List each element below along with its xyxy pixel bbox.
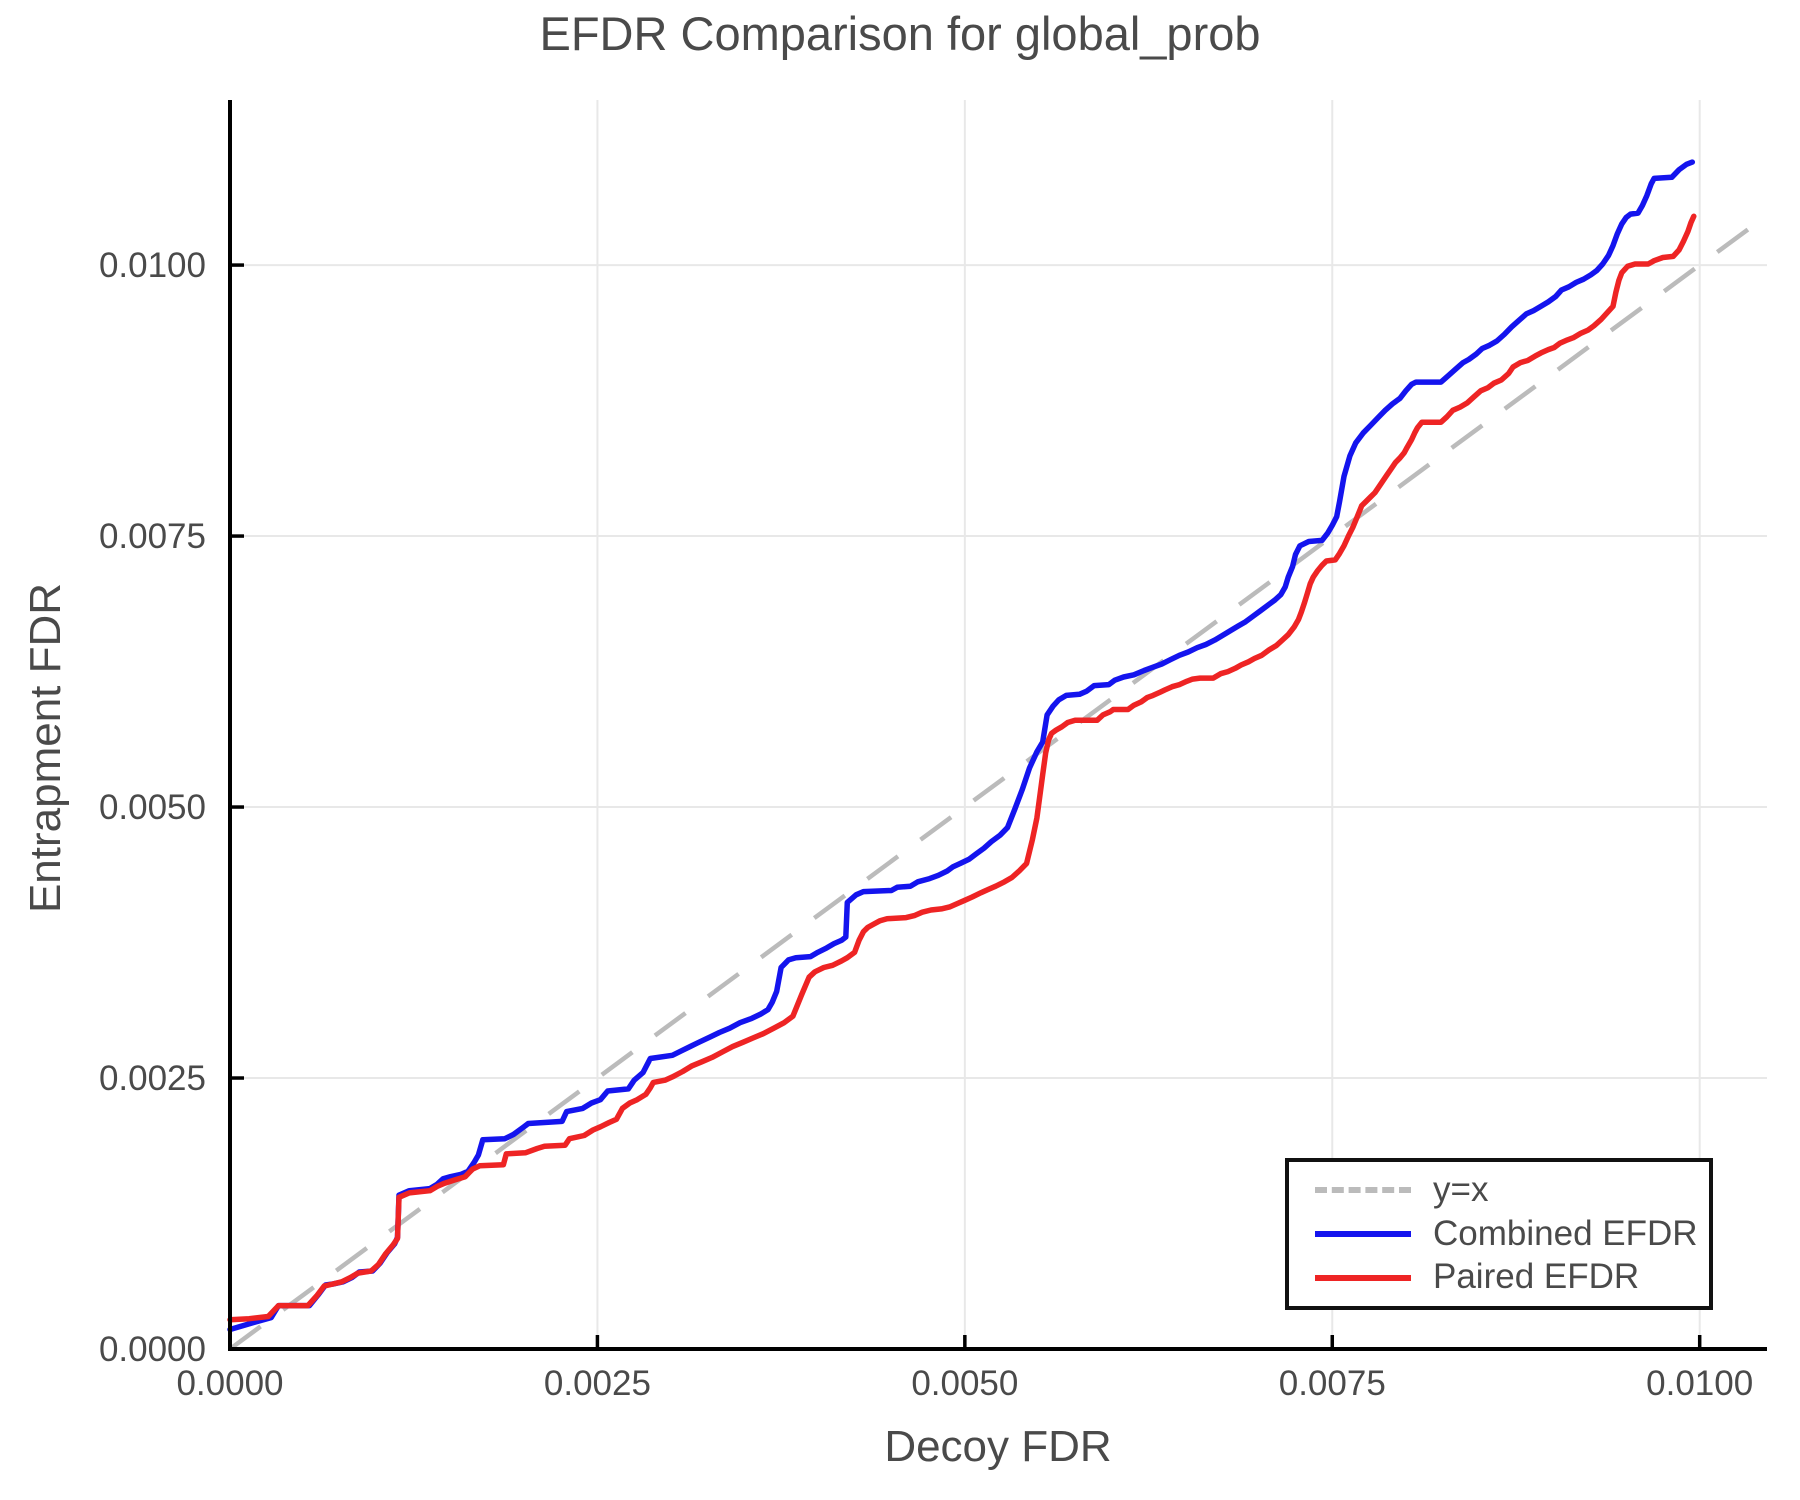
red-line-swatch <box>1315 1274 1411 1281</box>
y-tick-label: 0.0100 <box>99 246 206 285</box>
y-tick-label: 0.0000 <box>99 1330 206 1369</box>
identity-reference-line <box>228 213 1769 1351</box>
y-tick-label: 0.0050 <box>99 788 206 827</box>
dashed-line-swatch <box>1315 1187 1411 1194</box>
legend-entry-paired-efdr: Paired EFDR <box>1315 1259 1709 1296</box>
legend-label: y=x <box>1433 1169 1489 1209</box>
x-tick-label: 0.0000 <box>176 1364 283 1403</box>
x-axis-label: Decoy FDR <box>884 1422 1112 1471</box>
x-tick-label: 0.0050 <box>911 1364 1018 1403</box>
combined-efdr-line <box>227 159 1696 1333</box>
x-tick-label: 0.0075 <box>1279 1364 1386 1403</box>
chart-title: EFDR Comparison for global_prob <box>539 7 1261 60</box>
y-tick-label: 0.0075 <box>99 517 206 556</box>
legend-label: Paired EFDR <box>1433 1257 1640 1297</box>
legend-entry-combined-efdr: Combined EFDR <box>1315 1213 1709 1253</box>
legend: y=x Combined EFDR Paired EFDR <box>1285 1158 1713 1310</box>
paired-efdr-line <box>227 213 1697 1323</box>
y-axis-label: Entrapment FDR <box>21 582 70 914</box>
legend-entry-yx: y=x <box>1315 1169 1709 1209</box>
blue-line-swatch <box>1315 1231 1411 1237</box>
x-tick-label: 0.0025 <box>544 1364 651 1403</box>
y-tick-label: 0.0025 <box>99 1059 206 1098</box>
x-tick-label: 0.0100 <box>1646 1364 1753 1403</box>
legend-label: Combined EFDR <box>1433 1213 1698 1253</box>
